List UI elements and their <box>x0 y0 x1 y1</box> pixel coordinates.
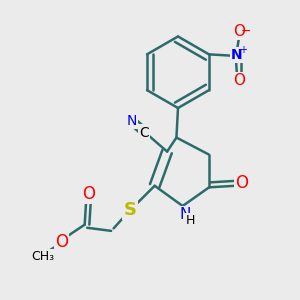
Text: CH₃: CH₃ <box>31 250 54 263</box>
Text: O: O <box>233 73 245 88</box>
Text: O: O <box>55 233 68 251</box>
Text: C: C <box>140 126 149 140</box>
Text: N: N <box>127 114 137 128</box>
Text: −: − <box>241 25 251 38</box>
Text: S: S <box>123 201 136 219</box>
Text: +: + <box>238 45 247 55</box>
Text: O: O <box>235 174 248 192</box>
Text: H: H <box>186 214 195 227</box>
Text: O: O <box>82 184 95 202</box>
Text: N: N <box>179 207 191 222</box>
Text: O: O <box>233 23 245 38</box>
Text: N: N <box>231 48 243 62</box>
